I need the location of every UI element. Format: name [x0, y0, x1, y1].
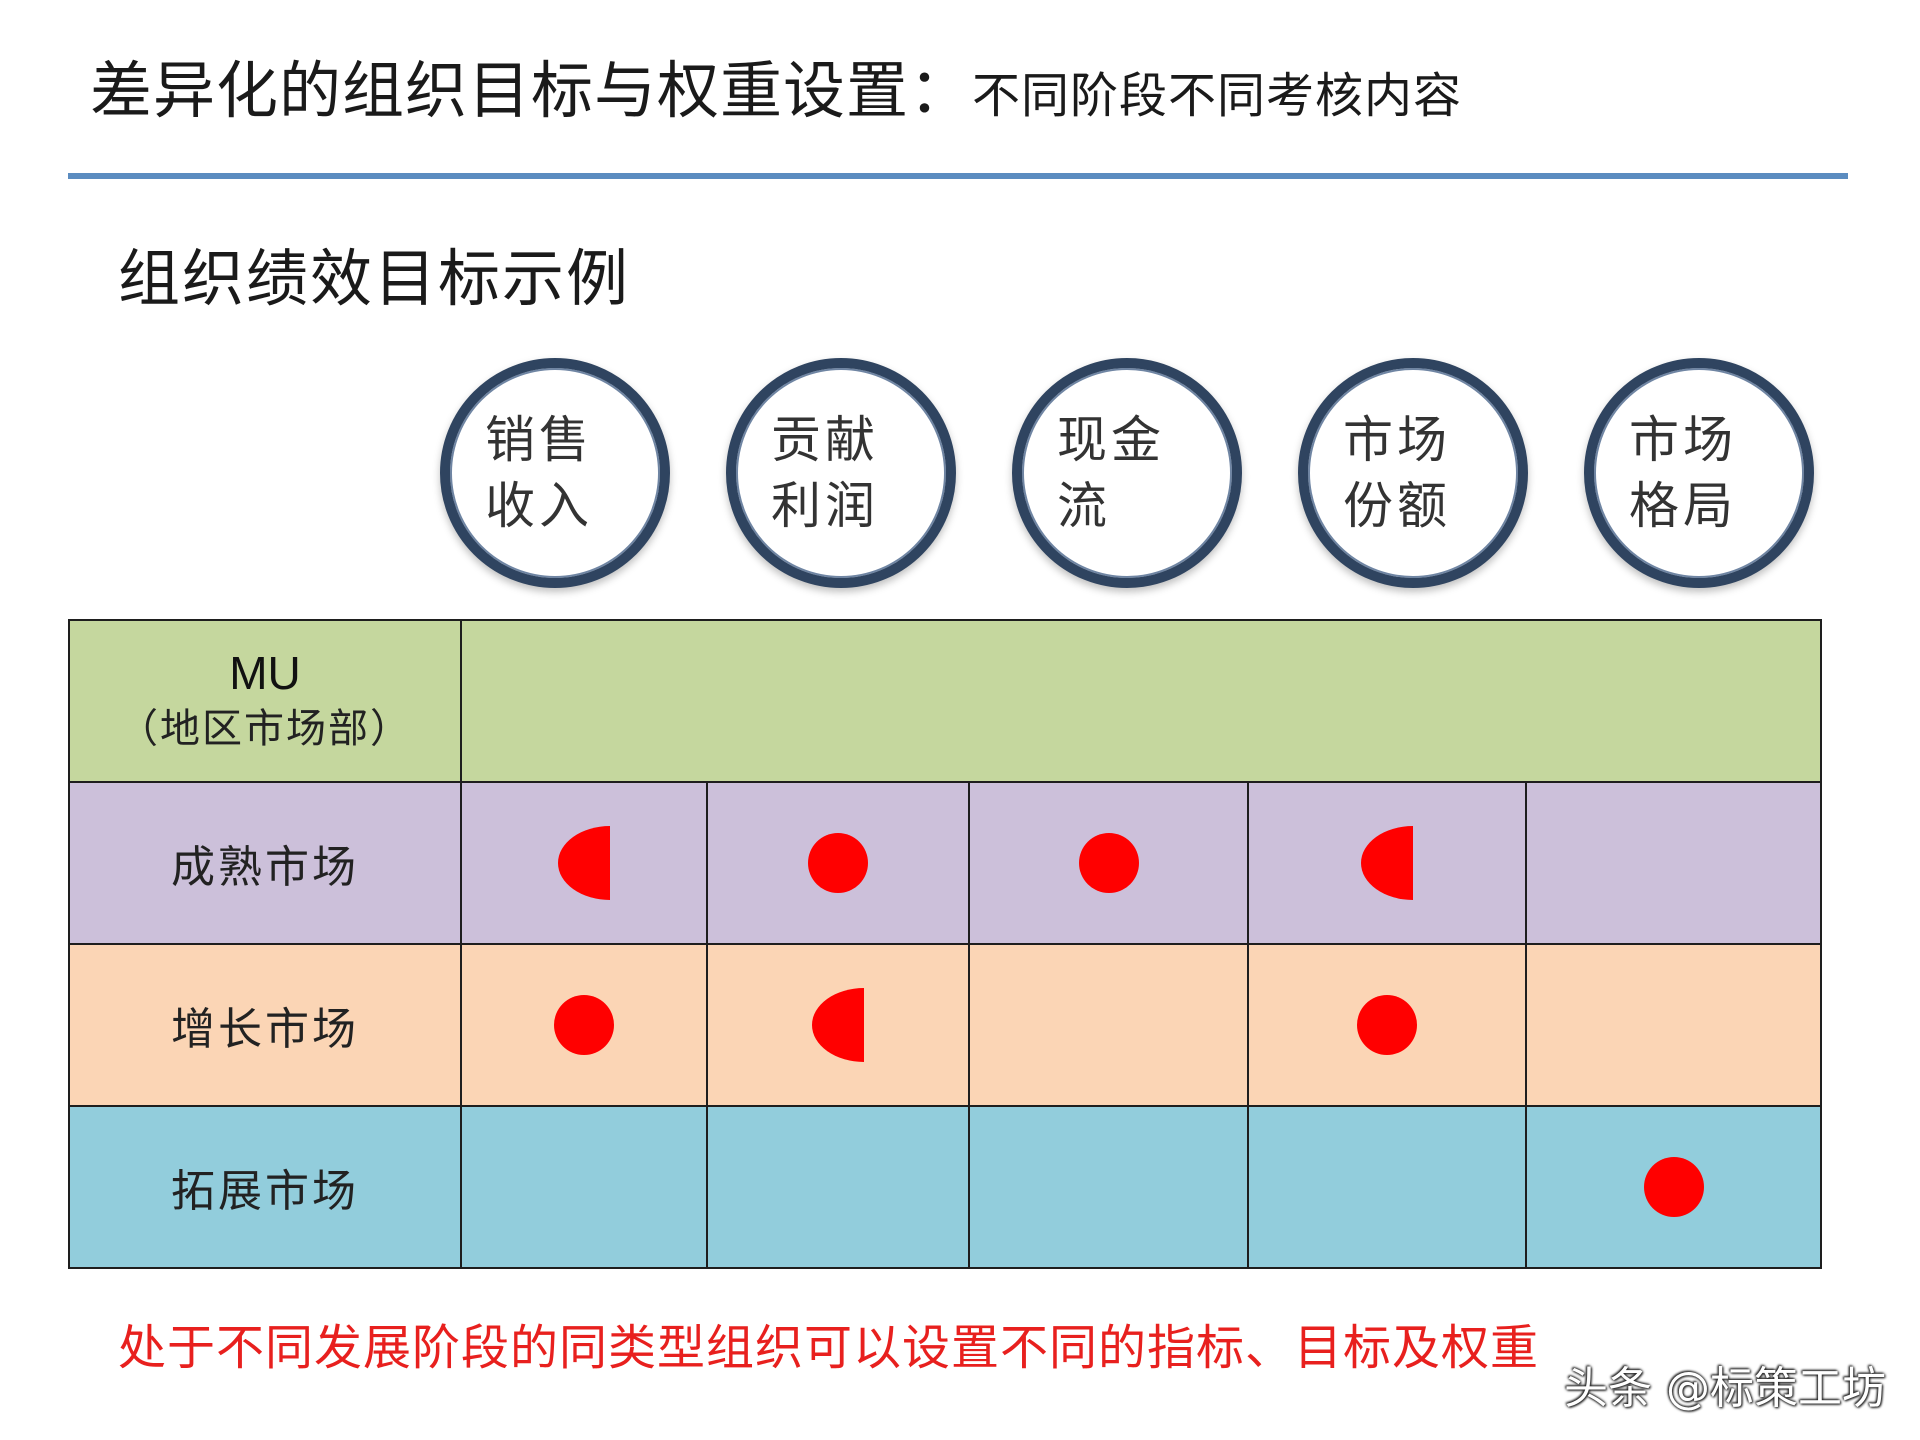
metric-circle-line: 份额 [1343, 477, 1451, 535]
half-weight-marker [558, 826, 610, 900]
matrix-cell [1524, 1105, 1823, 1269]
full-weight-marker [1078, 833, 1139, 893]
footnote: 处于不同发展阶段的同类型组织可以设置不同的指标、目标及权重 [118, 1320, 1540, 1376]
matrix-cell [968, 781, 1249, 945]
metric-circle-line: 市场 [1343, 411, 1451, 469]
metric-circle-line: 利润 [771, 477, 879, 535]
matrix-cell [968, 943, 1249, 1107]
matrix-cell [706, 1105, 970, 1269]
row-label: 增长市场 [68, 943, 462, 1107]
metric-circle-market-share: 市场 份额 [1298, 358, 1528, 588]
slide-title: 差异化的组织目标与权重设置： 不同阶段不同考核内容 [90, 40, 1462, 140]
section-heading: 组织绩效目标示例 [118, 242, 631, 315]
slide-title-sub: 不同阶段不同考核内容 [972, 68, 1463, 124]
metric-circle-line: 贡献 [771, 411, 879, 469]
matrix-cell [706, 943, 970, 1107]
matrix-row-mature: 成熟市场 [68, 781, 1823, 945]
full-weight-marker [808, 833, 868, 893]
metric-circle-line: 流 [1057, 477, 1111, 535]
matrix-cell [706, 781, 970, 945]
metric-circle-line: 市场 [1629, 411, 1737, 469]
slide-title-main: 差异化的组织目标与权重设置： [90, 54, 973, 127]
matrix-header-row: MU （地区市场部） [68, 619, 1823, 783]
full-weight-marker [1357, 995, 1417, 1055]
matrix-cell [1524, 781, 1823, 945]
matrix-cell [1524, 943, 1823, 1107]
mu-code: MU [229, 647, 301, 699]
matrix-cell [460, 943, 708, 1107]
matrix-cell [968, 1105, 1249, 1269]
half-weight-marker [1361, 826, 1413, 900]
matrix-row-expansion: 拓展市场 [68, 1105, 1823, 1269]
matrix-cell [1247, 943, 1527, 1107]
matrix-cell [460, 781, 708, 945]
metric-circle-market-landscape: 市场 格局 [1584, 358, 1814, 588]
matrix-cell [460, 1105, 708, 1269]
metric-circle-contribution-profit: 贡献 利润 [726, 358, 956, 588]
metric-circle-line: 收入 [485, 477, 593, 535]
row-label: 成熟市场 [68, 781, 462, 945]
full-weight-marker [554, 995, 614, 1055]
matrix-cell [1247, 1105, 1527, 1269]
row-label: 拓展市场 [68, 1105, 462, 1269]
full-weight-marker [1643, 1157, 1704, 1217]
title-divider [68, 173, 1848, 179]
metric-circle-line: 销售 [485, 411, 593, 469]
metric-circle-sales-revenue: 销售 收入 [440, 358, 670, 588]
metric-circle-cash-flow: 现金 流 [1012, 358, 1242, 588]
metric-circle-line: 格局 [1629, 477, 1737, 535]
metric-circle-line: 现金 [1057, 411, 1165, 469]
matrix-row-growth: 增长市场 [68, 943, 1823, 1107]
half-weight-marker [812, 988, 864, 1062]
header-empty-cell [459, 619, 1823, 783]
watermark: 头条 @标策工坊 [1564, 1363, 1886, 1414]
mu-header-cell: MU （地区市场部） [68, 619, 462, 783]
matrix-cell [1247, 781, 1527, 945]
performance-matrix: MU （地区市场部） 成熟市场 增长市场 拓展市场 [68, 619, 1823, 1269]
mu-name: （地区市场部） [118, 706, 412, 752]
